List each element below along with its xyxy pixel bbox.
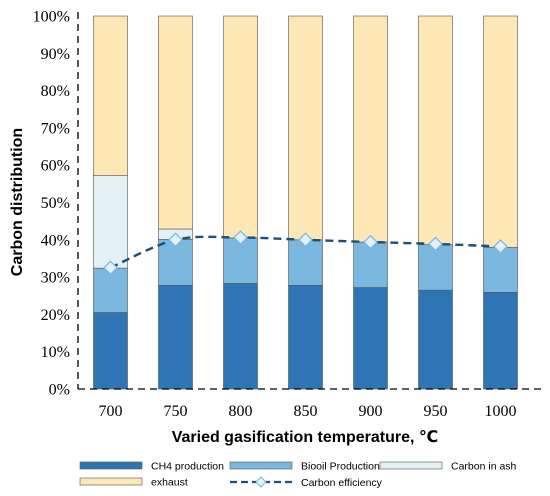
carbon-efficiency-point-900	[363, 234, 378, 250]
bar-exhaust-700	[93, 15, 128, 176]
x-tick-label: 700	[99, 403, 123, 420]
y-tick-label: 50%	[41, 195, 70, 212]
y-tick-label: 60%	[41, 158, 70, 175]
carbon-efficiency-point-750	[168, 232, 183, 248]
carbon-efficiency-point-850	[298, 232, 313, 248]
y-tick-label: 100%	[33, 9, 70, 26]
y-tick-label: 40%	[41, 232, 70, 249]
y-tick-label: 30%	[41, 270, 70, 287]
bar-ch4-production-950	[418, 289, 453, 390]
x-tick-label: 1000	[485, 403, 517, 420]
y-tick-labels: 0% 10% 20% 30% 40% 50% 60% 70% 80% 90% 100%	[33, 9, 70, 399]
y-axis-title: Carbon distribution	[9, 128, 26, 276]
legend-marker-carbon-efficiency	[255, 476, 267, 488]
bar-biooil-production-700	[93, 267, 128, 313]
bar-exhaust-900	[353, 15, 388, 243]
legend-swatch-biooil-production	[229, 461, 293, 470]
x-tick-label: 900	[359, 403, 383, 420]
bar-biooil-production-800	[223, 237, 258, 284]
bar-exhaust-1000	[483, 15, 518, 248]
carbon-efficiency-point-950	[428, 236, 443, 252]
x-tick-label: 800	[229, 403, 253, 420]
carbon-efficiency-point-1000	[493, 239, 508, 254]
legend-swatch-exhaust	[79, 477, 143, 486]
legend-label-carbon-efficiency: Carbon efficiency	[301, 477, 383, 489]
bar-exhaust-950	[418, 15, 453, 245]
bar-ch4-production-750	[158, 285, 193, 390]
bar-ch4-production-800	[223, 283, 258, 390]
y-tick-label: 80%	[41, 83, 70, 100]
y-tick-label: 10%	[41, 344, 70, 361]
bar-biooil-production-950	[418, 244, 453, 291]
bar-ch4-production-1000	[483, 292, 518, 390]
bar-layer	[93, 15, 518, 390]
bar-ch4-production-850	[288, 285, 323, 390]
x-axis-title: Varied gasification temperature, ℃	[172, 429, 439, 446]
x-tick-labels: 700 750 800 850 900 950 1000	[99, 403, 517, 420]
y-tick-label: 90%	[41, 46, 70, 63]
x-tick-label: 850	[294, 403, 318, 420]
bar-exhaust-800	[223, 15, 258, 239]
y-tick-label: 20%	[41, 307, 70, 324]
y-tick-label: 70%	[41, 120, 70, 137]
bar-exhaust-850	[288, 15, 323, 241]
carbon-efficiency-layer	[103, 230, 508, 276]
legend-label-exhaust: exhaust	[151, 477, 188, 489]
y-tick-label: 0%	[49, 382, 70, 399]
x-tick-label: 750	[164, 403, 188, 420]
x-tick-label: 950	[424, 403, 448, 420]
legend-swatch-carbon-in-ash	[379, 461, 443, 470]
carbon-efficiency-point-700	[103, 260, 118, 276]
bar-carbon-in-ash-700	[93, 175, 128, 269]
legend-label-biooil-production: Biooil Production	[301, 461, 380, 473]
bar-exhaust-750	[158, 15, 193, 230]
legend: CH4 production Biooil Production Carbon in…	[79, 461, 517, 489]
bar-ch4-production-900	[353, 287, 388, 390]
axes	[77, 12, 541, 390]
legend-label-carbon-in-ash: Carbon in ash	[451, 461, 517, 473]
carbon-efficiency-point-800	[233, 230, 248, 245]
legend-swatch-ch4-production	[79, 461, 143, 470]
bar-biooil-production-850	[288, 239, 323, 286]
legend-label-ch4-production: CH4 production	[151, 461, 224, 473]
bar-ch4-production-700	[93, 312, 128, 390]
bar-biooil-production-1000	[483, 246, 518, 293]
